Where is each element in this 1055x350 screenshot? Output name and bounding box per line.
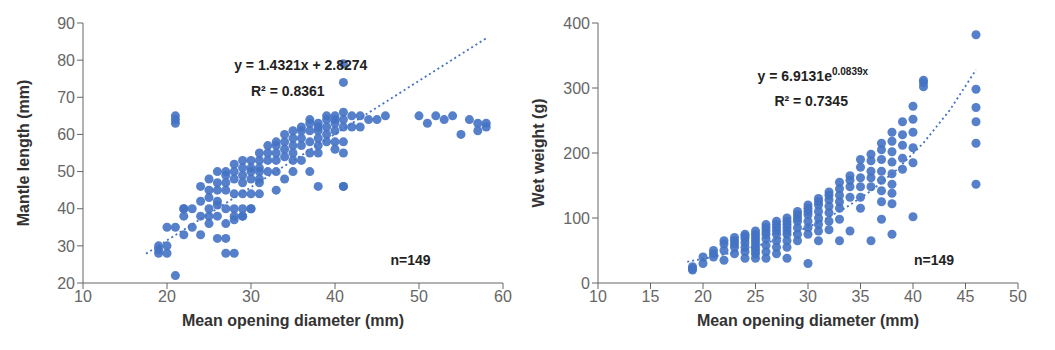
svg-text:10: 10 <box>589 288 607 305</box>
svg-text:30: 30 <box>57 238 75 255</box>
svg-text:0: 0 <box>581 275 590 292</box>
svg-text:40: 40 <box>904 288 922 305</box>
svg-text:40: 40 <box>326 288 344 305</box>
svg-text:300: 300 <box>563 80 590 97</box>
html-text:R² = 0.8361: R² = 0.8361 <box>251 82 325 99</box>
svg-text:Mantle length (mm): Mantle length (mm) <box>15 80 32 227</box>
svg-text:80: 80 <box>57 52 75 69</box>
html-text:R² = 0.7345: R² = 0.7345 <box>774 93 848 109</box>
html-text:y = 1.4321x + 2.8274: y = 1.4321x + 2.8274 <box>234 56 368 73</box>
html-text:y = 6.9131e0.0839x: y = 6.9131e0.0839x <box>757 66 869 84</box>
svg-text:30: 30 <box>242 288 260 305</box>
svg-text:40: 40 <box>57 200 75 217</box>
svg-text:90: 90 <box>57 15 75 32</box>
svg-text:20: 20 <box>158 288 176 305</box>
svg-text:50: 50 <box>1009 288 1027 305</box>
svg-text:50: 50 <box>410 288 428 305</box>
svg-text:10: 10 <box>74 288 92 305</box>
svg-text:60: 60 <box>494 288 512 305</box>
svg-text:25: 25 <box>747 288 765 305</box>
svg-text:20: 20 <box>694 288 712 305</box>
svg-text:30: 30 <box>799 288 817 305</box>
svg-text:50: 50 <box>57 163 75 180</box>
svg-text:Mean opening diameter (mm): Mean opening diameter (mm) <box>697 312 919 329</box>
svg-text:15: 15 <box>642 288 660 305</box>
svg-text:20: 20 <box>57 275 75 292</box>
html-text:n=149: n=149 <box>914 251 954 268</box>
svg-text:70: 70 <box>57 89 75 106</box>
svg-text:400: 400 <box>563 15 590 32</box>
svg-text:Wet weight (g): Wet weight (g) <box>530 98 547 207</box>
html-text:n=149: n=149 <box>390 251 431 268</box>
svg-text:45: 45 <box>957 288 975 305</box>
svg-text:60: 60 <box>57 126 75 143</box>
svg-text:100: 100 <box>563 210 590 227</box>
svg-text:35: 35 <box>852 288 870 305</box>
svg-text:200: 200 <box>563 145 590 162</box>
svg-text:Mean opening diameter (mm): Mean opening diameter (mm) <box>182 312 404 329</box>
